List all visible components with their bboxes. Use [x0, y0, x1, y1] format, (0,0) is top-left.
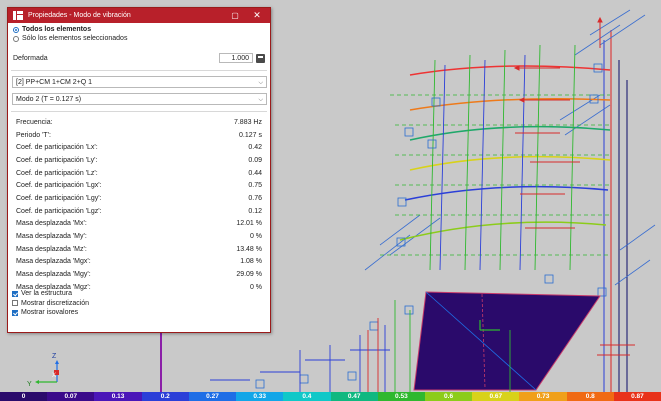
scale-segment: 0.13 [94, 392, 142, 401]
property-label: Masa desplazada 'Mz': [16, 245, 87, 253]
scale-segment: 0.53 [377, 392, 425, 401]
radio-all-icon[interactable] [13, 26, 19, 33]
scale-segment: 0.07 [47, 392, 95, 401]
checkbox-show-isovalues[interactable] [12, 309, 18, 316]
deformed-row: Deformada 1.000 [13, 52, 265, 64]
property-value: 0.75 [248, 182, 262, 190]
radio-all-label: Todos los elementos [22, 26, 92, 33]
color-scale-legend: 0 0.07 0.13 0.2 0.27 0.33 0.4 0.47 0.53 … [0, 392, 661, 401]
property-value: 13.48 % [236, 245, 262, 253]
property-label: Periodo 'T': [16, 131, 51, 139]
property-row: Periodo 'T': 0.127 s [16, 129, 262, 142]
restore-button[interactable]: ▢ [231, 11, 239, 20]
calculator-icon[interactable] [256, 53, 265, 63]
scale-segment: 0.67 [472, 392, 520, 401]
checkbox-show-discretization[interactable] [12, 300, 18, 307]
chevron-down-icon: ⌵ [258, 80, 263, 86]
property-row: Masa desplazada 'Mx': 12.01 % [16, 218, 262, 231]
combination-select[interactable]: [2] PP+CM 1+CM 2+Q 1 ⌵ [12, 76, 267, 88]
divider [11, 70, 267, 71]
property-label: Masa desplazada 'Mx': [16, 220, 87, 228]
radio-selected-elements[interactable]: Sólo los elementos seleccionados [13, 34, 270, 43]
chevron-down-icon: ⌵ [258, 97, 263, 103]
property-value: 1.08 % [240, 258, 262, 266]
scale-segment: 0.2 [141, 392, 189, 401]
property-value: 7.883 Hz [233, 118, 262, 126]
combination-select-value: [2] PP+CM 1+CM 2+Q 1 [16, 79, 93, 86]
property-value: 29.09 % [236, 271, 262, 279]
property-label: Masa desplazada 'Mgx': [16, 258, 91, 266]
dialog-titlebar[interactable]: Propiedades - Modo de vibración ▢ ✕ [8, 8, 270, 23]
property-row: Frecuencia: 7.883 Hz [16, 116, 262, 129]
property-value: 0.42 [248, 144, 262, 152]
property-value: 0.127 s [239, 131, 262, 139]
property-list: Frecuencia: 7.883 Hz Periodo 'T': 0.127 s … [16, 116, 262, 294]
dialog-title: Propiedades - Modo de vibración [28, 12, 131, 19]
property-value: 0 % [249, 283, 262, 291]
radio-all-elements[interactable]: Todos los elementos [13, 25, 270, 34]
property-label: Coef. de participación 'Lgz': [16, 207, 102, 215]
property-row: Masa desplazada 'Mgy': 29.09 % [16, 268, 262, 281]
scale-segment: 0.4 [283, 392, 331, 401]
display-options: Ver la estructura Mostrar discretización… [12, 289, 89, 318]
axis-x-label: X [52, 373, 56, 379]
mode-select[interactable]: Modo 2 (T = 0.127 s) ⌵ [12, 93, 267, 105]
scale-segment: 0.87 [613, 392, 661, 401]
mode-select-value: Modo 2 (T = 0.127 s) [16, 96, 82, 103]
scale-segment: 0.73 [519, 392, 567, 401]
property-row: Masa desplazada 'Mgx': 1.08 % [16, 256, 262, 269]
axis-z-label: Z [52, 353, 57, 360]
check-show-discretization[interactable]: Mostrar discretización [12, 299, 89, 309]
property-label: Frecuencia: [16, 118, 53, 126]
property-label: Coef. de participación 'Lz': [16, 169, 98, 177]
properties-dialog: Propiedades - Modo de vibración ▢ ✕ Todo… [7, 7, 271, 333]
check-label: Ver la estructura [21, 290, 72, 298]
deformed-label: Deformada [13, 54, 48, 62]
close-button[interactable]: ✕ [253, 10, 261, 20]
property-value: 0.44 [248, 169, 262, 177]
scale-segment: 0.6 [424, 392, 473, 401]
divider [11, 111, 267, 112]
property-label: Coef. de participación 'Lgy': [16, 194, 102, 202]
property-value: 0.09 [248, 156, 262, 164]
property-label: Coef. de participación 'Lgx': [16, 182, 102, 190]
property-label: Masa desplazada 'My': [16, 233, 87, 241]
property-label: Coef. de participación 'Lx': [16, 144, 98, 152]
property-label: Masa desplazada 'Mgz': [16, 283, 91, 291]
scale-segment: 0.47 [330, 392, 378, 401]
scale-segment: 0.33 [236, 392, 284, 401]
property-row: Coef. de participación 'Lgy': 0.76 [16, 192, 262, 205]
property-row: Coef. de participación 'Lz': 0.44 [16, 167, 262, 180]
scale-segment: 0.8 [566, 392, 614, 401]
check-show-isovalues[interactable]: Mostrar isovalores [12, 308, 89, 318]
radio-selected-icon[interactable] [13, 35, 19, 42]
axis-y-label: Y [27, 381, 32, 388]
property-row: Masa desplazada 'Mgz': 0 % [16, 281, 262, 294]
property-label: Masa desplazada 'Mgy': [16, 271, 91, 279]
deformed-input[interactable]: 1.000 [219, 53, 253, 63]
property-row: Masa desplazada 'Mz': 13.48 % [16, 243, 262, 256]
check-label: Mostrar discretización [21, 299, 90, 307]
radio-selected-label: Sólo los elementos seleccionados [22, 35, 128, 42]
property-value: 0 % [249, 233, 262, 241]
scale-segment: 0.27 [188, 392, 237, 401]
property-row: Coef. de participación 'Ly': 0.09 [16, 154, 262, 167]
property-row: Masa desplazada 'My': 0 % [16, 230, 262, 243]
property-row: Coef. de participación 'Lgx': 0.75 [16, 179, 262, 192]
axis-triad: Z Y X [27, 353, 59, 388]
scale-segment: 0 [0, 392, 48, 401]
property-row: Coef. de participación 'Lgz': 0.12 [16, 205, 262, 218]
property-value: 12.01 % [236, 220, 262, 228]
check-show-structure[interactable]: Ver la estructura [12, 289, 89, 299]
property-value: 0.76 [248, 194, 262, 202]
app-icon [13, 11, 23, 20]
checkbox-show-structure[interactable] [12, 290, 18, 297]
property-row: Coef. de participación 'Lx': 0.42 [16, 141, 262, 154]
property-label: Coef. de participación 'Ly': [16, 156, 98, 164]
property-value: 0.12 [248, 207, 262, 215]
check-label: Mostrar isovalores [21, 309, 79, 317]
